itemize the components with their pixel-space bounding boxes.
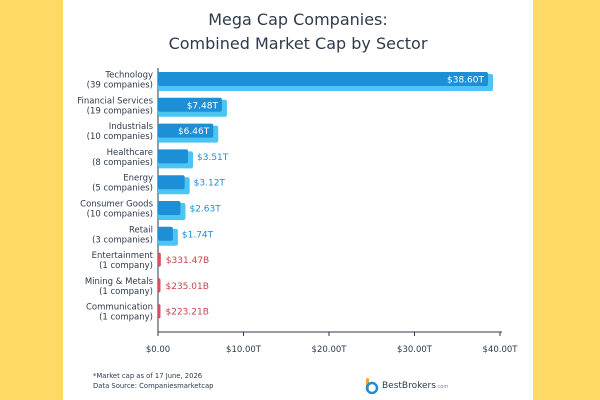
category-count: (3 companies) bbox=[92, 235, 153, 245]
bestbrokers-logo-icon bbox=[365, 378, 379, 395]
footnote-date: *Market cap as of 17 June, 2026 bbox=[93, 372, 203, 380]
logo-name: BestBrokers bbox=[382, 381, 436, 391]
chart-title-line-2: Combined Market Cap by Sector bbox=[168, 34, 428, 53]
data-label: $38.60T bbox=[447, 76, 484, 86]
category-count: (10 companies) bbox=[87, 210, 153, 220]
footnote: *Market cap as of 17 June, 2026 Data Sou… bbox=[93, 371, 213, 391]
bar bbox=[158, 149, 189, 164]
category-label: Financial Services bbox=[77, 96, 153, 106]
category-label: Entertainment bbox=[92, 251, 154, 261]
category-count: (39 companies) bbox=[87, 81, 153, 91]
chart-title-line-1: Mega Cap Companies: bbox=[208, 10, 388, 29]
category-count: (8 companies) bbox=[92, 158, 153, 168]
bar bbox=[158, 175, 185, 190]
category-count: (10 companies) bbox=[87, 132, 153, 142]
data-label: $1.74T bbox=[182, 230, 214, 240]
category-label: Mining & Metals bbox=[85, 277, 154, 287]
data-label: $7.48T bbox=[187, 101, 219, 111]
category-count: (1 company) bbox=[99, 287, 153, 297]
data-label: $3.12T bbox=[194, 179, 226, 189]
x-tick-label: $10.00T bbox=[226, 345, 262, 355]
category-label: Energy bbox=[123, 174, 153, 184]
chart-title: Mega Cap Companies: Combined Market Cap … bbox=[63, 8, 533, 56]
x-tick-label: $20.00T bbox=[312, 345, 348, 355]
data-label: $3.51T bbox=[197, 153, 229, 163]
data-label: $235.01B bbox=[166, 282, 209, 292]
category-label: Technology bbox=[104, 71, 153, 81]
bar bbox=[158, 252, 161, 267]
data-label: $331.47B bbox=[166, 256, 209, 266]
category-count: (5 companies) bbox=[92, 184, 153, 194]
data-label: $6.46T bbox=[178, 127, 210, 137]
category-label: Healthcare bbox=[107, 148, 153, 158]
category-label: Retail bbox=[129, 225, 153, 235]
bar bbox=[158, 97, 222, 112]
chart-card: Mega Cap Companies: Combined Market Cap … bbox=[63, 0, 533, 400]
category-label: Communication bbox=[86, 303, 153, 313]
x-tick-label: $0.00 bbox=[146, 345, 170, 355]
bar bbox=[158, 304, 161, 319]
data-label: $223.21B bbox=[166, 308, 209, 318]
category-count: (19 companies) bbox=[87, 106, 153, 116]
x-tick-label: $30.00T bbox=[397, 345, 433, 355]
data-label: $2.63T bbox=[189, 205, 221, 215]
bestbrokers-logo: BestBrokers.com bbox=[365, 378, 449, 395]
category-label: Industrials bbox=[109, 122, 154, 132]
x-tick-label: $40.00T bbox=[483, 345, 519, 355]
bar bbox=[158, 72, 489, 86]
category-count: (1 company) bbox=[99, 261, 153, 271]
category-label: Consumer Goods bbox=[80, 200, 153, 210]
category-count: (1 company) bbox=[99, 313, 153, 323]
logo-suffix: .com bbox=[435, 384, 449, 390]
footnote-source: Data Source: Companiesmarketcap bbox=[93, 382, 214, 390]
bar bbox=[158, 226, 173, 241]
bar bbox=[158, 123, 214, 138]
bar bbox=[158, 278, 161, 293]
bar bbox=[158, 201, 181, 215]
